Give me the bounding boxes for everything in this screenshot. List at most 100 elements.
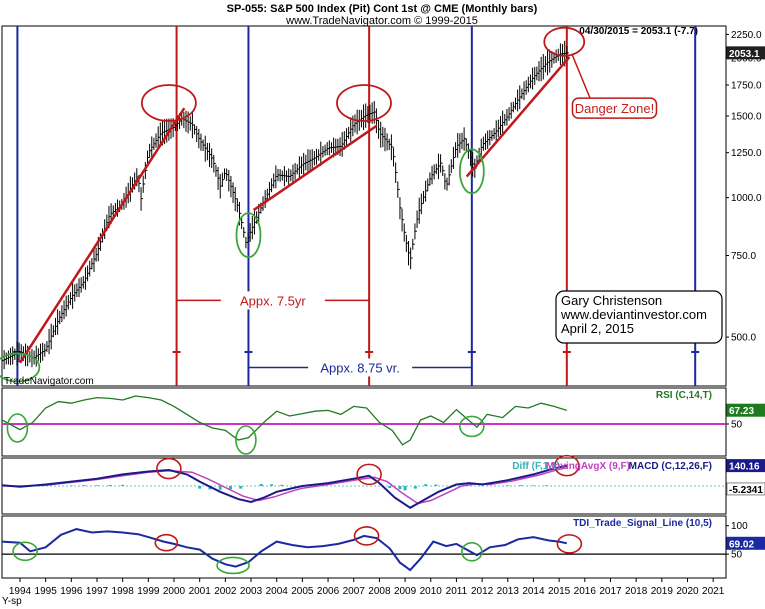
rsi-circle <box>459 415 485 438</box>
trend-line <box>252 124 378 212</box>
diff-bar <box>519 485 523 486</box>
diff-bar <box>413 486 417 489</box>
x-tick-label: 2007 <box>343 586 366 597</box>
diff-bar <box>69 485 73 486</box>
author-name: Gary Christenson <box>561 293 662 308</box>
diff-bar <box>108 484 112 486</box>
macd-circle <box>554 454 580 477</box>
span-label: Appx. 8.75 vr. <box>320 360 400 375</box>
price-tick-label: 750.0 <box>731 251 756 262</box>
avg-label: MovingAvgX (9,F) <box>546 461 630 472</box>
x-tick-label: 2003 <box>240 586 263 597</box>
macd-last-badge <box>726 459 765 473</box>
tdi-last-badge-label: 69.02 <box>729 539 754 550</box>
diff-bar <box>239 486 243 489</box>
diff-bar <box>388 486 392 489</box>
x-tick-label: 2016 <box>574 586 597 597</box>
rsi-last-badge-label: 67.23 <box>729 406 754 417</box>
price-bars <box>1 40 569 370</box>
x-tick-label: 2008 <box>368 586 391 597</box>
author-box <box>555 290 723 344</box>
trend-line <box>465 56 571 178</box>
price-tick-label: 2250.0 <box>731 30 762 41</box>
span-label-bg <box>308 358 413 377</box>
tdi-label: TDI_Trade_Signal_Line (10,5) <box>573 518 712 529</box>
x-tick-label: 2017 <box>599 586 622 597</box>
price-tick-label: 500.0 <box>731 333 756 344</box>
price-tick-label: 1250.0 <box>731 148 762 159</box>
x-tick-label: 2020 <box>676 586 699 597</box>
y-axes: 2250.02000.01750.01500.01250.01000.0750.… <box>726 30 765 561</box>
price-panel <box>1 25 727 387</box>
diff-bar <box>259 483 263 486</box>
x-tick-label: 2009 <box>394 586 417 597</box>
diff-bar <box>506 485 510 486</box>
x-tick-label: 2011 <box>446 586 468 597</box>
tdi-circle <box>353 526 380 546</box>
x-tick-label: 1997 <box>86 586 109 597</box>
trend-line <box>18 107 186 364</box>
rsi-last-badge <box>726 403 765 417</box>
x-tick-label: 1994 <box>9 586 32 597</box>
diff-bar <box>198 486 202 489</box>
author-date: April 2, 2015 <box>561 321 634 336</box>
x-tick-label: 2006 <box>317 586 340 597</box>
highlight-circle <box>140 84 197 122</box>
diff-last-badge <box>726 482 765 496</box>
diff-bar <box>434 484 438 486</box>
rsi-circle <box>6 413 29 443</box>
tdi-circle <box>556 534 583 554</box>
highlight-circle <box>336 84 392 122</box>
x-tick-label: 2001 <box>189 586 212 597</box>
x-tick-label: 2013 <box>497 586 520 597</box>
diff-last-badge-label: -5.2341 <box>729 485 763 496</box>
chart-title: SP-055: S&P 500 Index (Pit) Cont 1st @ C… <box>227 3 538 15</box>
watermark: TradeNavigator.com <box>4 376 94 387</box>
diff-bar <box>218 486 222 490</box>
x-tick-label: 2014 <box>522 586 545 597</box>
x-tick-label: 1998 <box>112 586 135 597</box>
macd-label: MACD (C,12,26,F) <box>629 461 712 472</box>
diff-bar <box>403 486 407 491</box>
x-tick-label: 2021 <box>702 586 725 597</box>
rsi-tick-label: 50 <box>731 420 743 431</box>
x-tick-label: 2010 <box>420 586 443 597</box>
rsi-panel <box>1 387 727 457</box>
rsi-line <box>1 395 567 446</box>
x-tick-label: 1999 <box>137 586 160 597</box>
diff-bar <box>228 486 232 490</box>
diff-label: Diff (F,1,1) <box>512 461 560 472</box>
diff-bar <box>270 484 274 486</box>
diff-bar <box>280 484 284 486</box>
author-site: www.deviantinvestor.com <box>560 307 707 322</box>
price-last-badge-label: 2053.1 <box>729 49 760 60</box>
x-tick-label: 1995 <box>35 586 58 597</box>
span-label-bg <box>220 291 325 310</box>
price-annotations: Appx. 7.5yr Appx. 8.75 vr. Danger Zone! <box>0 26 658 383</box>
rsi-circle <box>235 425 257 455</box>
diff-bar <box>424 484 428 486</box>
price-tick-label: 1000.0 <box>731 193 762 204</box>
highlight-circle <box>458 148 485 195</box>
price-last-badge <box>726 46 765 60</box>
tdi-circle <box>12 541 38 562</box>
callout-box <box>571 97 658 119</box>
x-tick-label: 2004 <box>266 586 289 597</box>
span-label: Appx. 7.5yr <box>240 293 306 308</box>
tdi-series <box>1 526 726 575</box>
macd-circle <box>356 463 382 486</box>
diff-bar <box>544 485 548 486</box>
tdi-tick-label: 100 <box>731 521 748 532</box>
last-value-text: 04/30/2015 = 2053.1 (-7.7) <box>579 26 698 37</box>
callout-label: Danger Zone! <box>575 101 655 116</box>
macd-line <box>1 464 568 509</box>
x-axis: 1994 1995 1996 1997 1998 1999 2000 2001 2002 2003… <box>9 578 725 597</box>
tdi-panel <box>1 515 727 579</box>
y-axis-label: Y-sp <box>2 596 22 607</box>
x-tick-label: 2018 <box>625 586 648 597</box>
highlight-circle <box>0 352 41 383</box>
highlight-circle <box>235 212 262 259</box>
x-tick-label: 1996 <box>60 586 83 597</box>
macd-last-badge-label: 140.16 <box>729 462 760 473</box>
